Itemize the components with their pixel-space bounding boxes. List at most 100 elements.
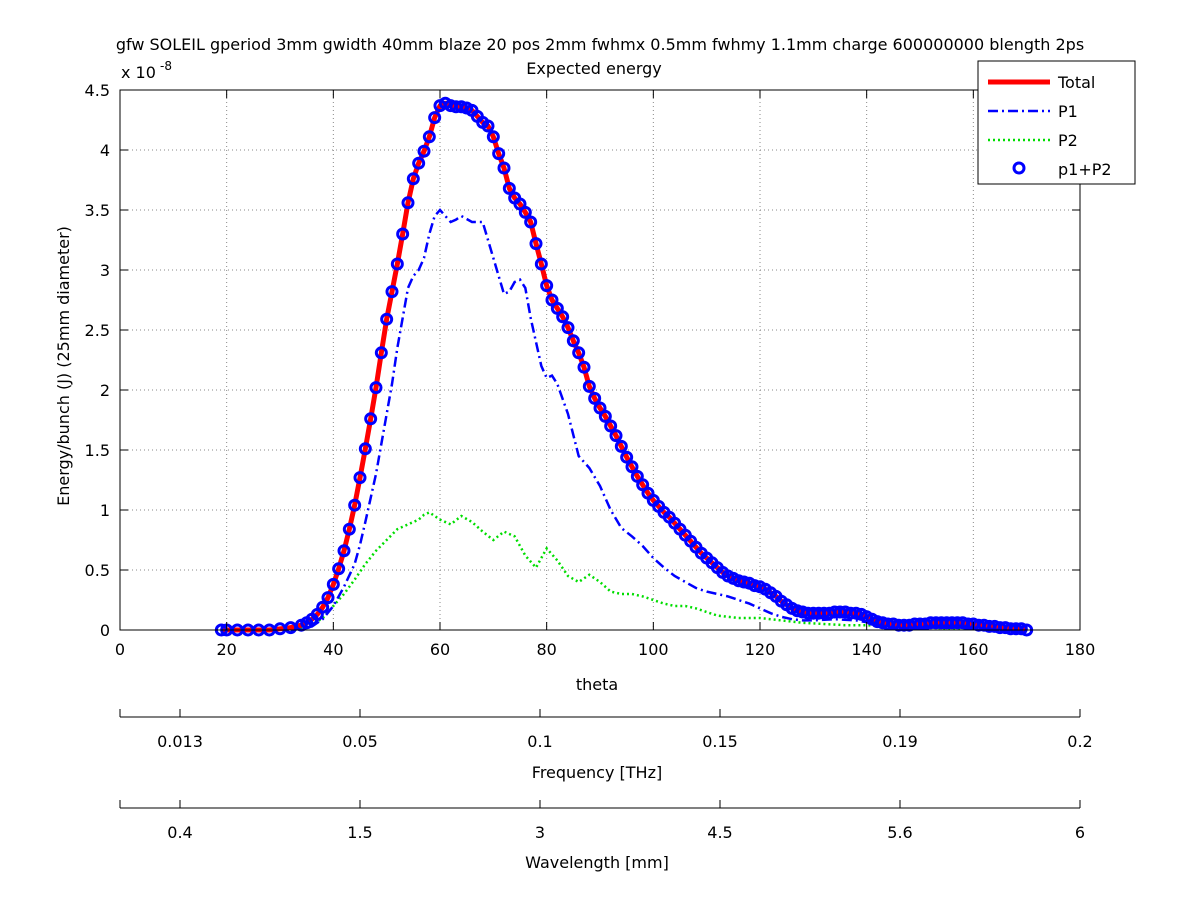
series-point-p1p2: [353, 471, 367, 485]
y-tick-label: 3.5: [85, 201, 110, 220]
series-point-p1p2: [412, 156, 426, 170]
x-tick-label: 160: [958, 640, 989, 659]
series-point-p1p2: [625, 460, 639, 474]
secondary-tick-label: 0.15: [702, 732, 738, 751]
series-point-p1p2: [396, 227, 410, 241]
secondary-tick-label: 6: [1075, 823, 1085, 842]
wavelength-axis-label: Wavelength [mm]: [525, 853, 669, 872]
secondary-tick-label: 0.05: [342, 732, 378, 751]
series-point-p1p2: [385, 285, 399, 299]
y-tick-label: 4.5: [85, 81, 110, 100]
frequency-axis-label: Frequency [THz]: [532, 763, 662, 782]
y-tick-label: 0: [100, 621, 110, 640]
series-point-p1p2: [614, 439, 628, 453]
secondary-tick-label: 4.5: [707, 823, 732, 842]
series-point-p1p2: [337, 544, 351, 558]
wavelength-axis-ticks: 0.4 1.5 3 4.5 5.6 6: [119, 800, 1085, 842]
grid-lines: [120, 90, 1080, 630]
series-point-p1p2: [620, 450, 634, 464]
series-point-p1p2: [529, 237, 543, 251]
series-layer: [214, 96, 1034, 637]
y-axis-ticks: 0 0.5 1 1.5 2 2.5 3 3.5 4 4.5: [85, 81, 1080, 640]
plot-border: [119, 89, 1081, 631]
frequency-axis: 0.013 0.05 0.1 0.15 0.19 0.2 Frequency [THz]: [119, 709, 1093, 782]
series-point-p1p2: [316, 600, 330, 614]
series-point-p1p2: [454, 100, 468, 114]
secondary-tick-label: 0.4: [167, 823, 192, 842]
x-axis-ticks: 0 20 40 60 80 100 120 140 160 180: [115, 90, 1095, 659]
series-point-p1p2: [577, 360, 591, 374]
series-point-p1p2: [604, 419, 618, 433]
series-point-p1p2: [534, 257, 548, 271]
series-point-p1p2: [348, 498, 362, 512]
series-point-p1p2: [572, 346, 586, 360]
chart-title: gfw SOLEIL gperiod 3mm gwidth 40mm blaze…: [116, 35, 1084, 54]
secondary-tick-label: 0.19: [882, 732, 918, 751]
y-tick-label: 1: [100, 501, 110, 520]
y-tick-label: 1.5: [85, 441, 110, 460]
series-point-p1p2: [609, 429, 623, 443]
series-point-p1p2: [486, 130, 500, 144]
legend-label-p2: P2: [1058, 131, 1078, 150]
y-tick-label: 2.5: [85, 321, 110, 340]
series-point-p1p2: [422, 130, 436, 144]
x-axis-label: theta: [576, 675, 618, 694]
x-tick-label: 40: [323, 640, 343, 659]
secondary-tick-label: 0.1: [527, 732, 552, 751]
series-point-p1p2: [401, 196, 415, 210]
x-tick-label: 80: [536, 640, 556, 659]
series-point-p1p2: [561, 321, 575, 335]
secondary-tick-label: 3: [535, 823, 545, 842]
series-point-p1p2: [369, 381, 383, 395]
series-point-p1p2: [321, 591, 335, 605]
y-tick-label: 3: [100, 261, 110, 280]
y-tick-label: 4: [100, 141, 110, 160]
legend-label-total: Total: [1057, 73, 1095, 92]
legend-swatch-p1p2: [1012, 161, 1026, 175]
series-point-p1p2: [540, 279, 554, 293]
secondary-tick-label: 0.2: [1067, 732, 1092, 751]
series-point-p1p2: [428, 111, 442, 125]
x-tick-label: 100: [638, 640, 669, 659]
series-point-p1p2: [588, 391, 602, 405]
series-point-p1p2: [380, 312, 394, 326]
wavelength-axis: 0.4 1.5 3 4.5 5.6 6 Wavelength [mm]: [119, 800, 1085, 872]
secondary-tick-label: 1.5: [347, 823, 372, 842]
x-tick-label: 20: [216, 640, 236, 659]
series-point-p1p2: [502, 181, 516, 195]
y-tick-label: 0.5: [85, 561, 110, 580]
series-point-p1p2: [406, 172, 420, 186]
series-point-p1p2: [481, 119, 495, 133]
series-point-p1p2: [518, 205, 532, 219]
y-tick-label: 2: [100, 381, 110, 400]
y-exponent-label: x 10: [121, 63, 156, 82]
series-point-p1p2: [1014, 622, 1028, 636]
series-point-p1p2: [492, 147, 506, 161]
series-point-p1p2: [737, 575, 751, 589]
series-point-p1p2: [598, 409, 612, 423]
series-point-p1p2: [326, 577, 340, 591]
series-point-p1p2: [582, 379, 596, 393]
plot-area: 0 20 40 60 80 100 120 140 160 180 0 0.5 1 1.5 2 2.5 3 3.…: [85, 81, 1096, 659]
secondary-tick-label: 0.013: [157, 732, 203, 751]
x-tick-label: 180: [1065, 640, 1096, 659]
series-point-p1p2: [417, 144, 431, 158]
series-point-p1p2: [556, 310, 570, 324]
series-point-p1p2: [497, 161, 511, 175]
series-point-p1p2: [374, 346, 388, 360]
x-tick-label: 120: [745, 640, 776, 659]
series-point-p1p2: [390, 257, 404, 271]
series-point-p1p2: [332, 562, 346, 576]
series-point-p1p2: [748, 579, 762, 593]
plot-background: [120, 90, 1080, 630]
frequency-axis-ticks: 0.013 0.05 0.1 0.15 0.19 0.2: [119, 709, 1093, 751]
x-tick-label: 60: [430, 640, 450, 659]
legend-label-p1p2: p1+P2: [1058, 160, 1112, 179]
series-line-p1: [290, 208, 1027, 632]
series-point-p1p2: [358, 442, 372, 456]
chart-subtitle: Expected energy: [526, 59, 661, 78]
series-point-p1p2: [364, 412, 378, 426]
series-point-p1p2: [566, 334, 580, 348]
secondary-tick-label: 5.6: [887, 823, 912, 842]
legend: Total P1 P2 p1+P2: [977, 60, 1136, 185]
